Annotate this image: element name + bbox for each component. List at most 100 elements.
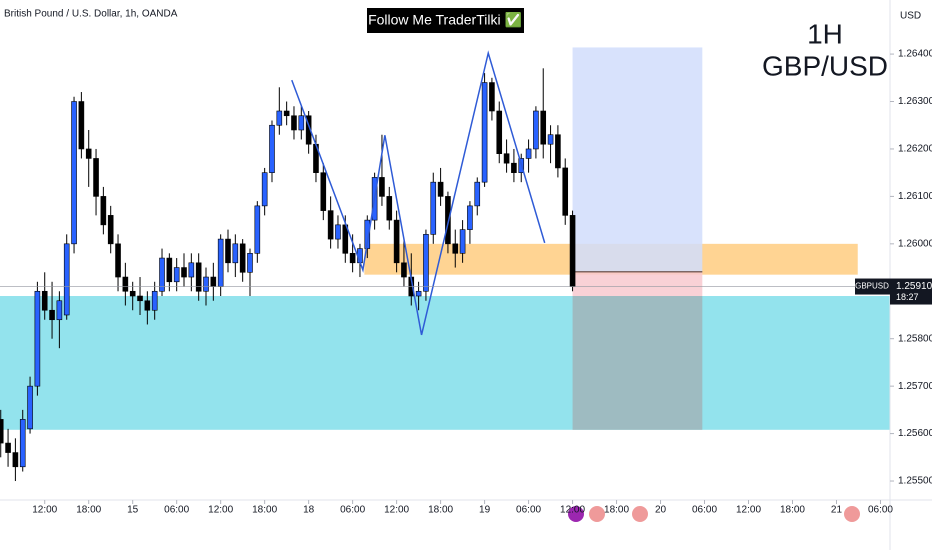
candle-body — [12, 452, 19, 468]
candle-body — [144, 300, 151, 311]
candle-body — [445, 196, 451, 245]
x-tick-label: 19 — [479, 505, 491, 516]
price-tag-label: 1.25910 — [896, 281, 932, 292]
x-tick-label: 21 — [831, 505, 843, 516]
candle-body — [437, 181, 444, 197]
candle-body — [269, 124, 275, 173]
candle-body — [401, 262, 407, 278]
pattern-line — [291, 50, 546, 336]
candle-body — [261, 172, 268, 207]
candle-body — [41, 290, 48, 311]
y-tick-label: 1.26200 — [898, 144, 932, 155]
candle-body — [203, 276, 209, 292]
price-tag — [890, 278, 932, 305]
candle-body — [254, 205, 261, 254]
candle-body — [34, 290, 41, 387]
countdown-label: 18:27 — [896, 292, 919, 302]
event-icon — [844, 506, 860, 522]
candle-body — [555, 134, 561, 169]
candle-body — [232, 243, 239, 264]
symbol-tag — [855, 278, 890, 295]
x-tick-label: 18:00 — [780, 505, 805, 516]
candle-body — [247, 253, 253, 273]
candle-body — [547, 134, 554, 145]
candle-body — [71, 101, 77, 245]
candle-body — [210, 276, 217, 287]
candle-body — [423, 234, 429, 292]
candle-body — [173, 267, 180, 283]
y-tick-label: 1.26100 — [898, 191, 932, 202]
x-tick-label: 12:00 — [560, 505, 585, 516]
x-tick-label: 12:00 — [736, 505, 761, 516]
candle-body — [107, 215, 114, 245]
event-icon — [568, 506, 584, 522]
candle-body — [122, 276, 129, 292]
candle-body — [415, 290, 422, 297]
x-tick-label: 06:00 — [164, 505, 189, 516]
candle-body — [569, 215, 576, 287]
zone — [572, 271, 703, 297]
candle-body — [63, 243, 70, 316]
candle-body — [496, 110, 503, 155]
candle-body — [349, 253, 356, 264]
event-icon — [589, 506, 605, 522]
y-tick-label: 1.26400 — [898, 49, 932, 60]
x-tick-label: 20 — [655, 505, 667, 516]
candle-body — [467, 205, 473, 230]
candle-body — [540, 110, 547, 145]
y-tick-label: 1.26000 — [898, 238, 932, 249]
candle-body — [459, 229, 466, 254]
candle-body — [430, 181, 437, 235]
candle-body — [298, 115, 305, 131]
candle-body — [533, 110, 539, 150]
candle-body — [49, 309, 55, 321]
candle-body — [320, 172, 327, 211]
candle-body — [195, 262, 202, 292]
event-icon — [632, 506, 648, 522]
candle-body — [181, 267, 187, 278]
candle-body — [93, 158, 99, 197]
candle-body — [276, 110, 283, 126]
chart-title: Follow Me TraderTilki ✅ — [368, 12, 522, 29]
x-tick-label: 18 — [303, 505, 315, 516]
timeframe-label: 1H — [807, 18, 843, 49]
candle-body — [364, 219, 371, 249]
event-icons — [568, 506, 860, 522]
candle-body — [283, 110, 290, 117]
candle-body — [379, 177, 385, 197]
candle-body — [386, 196, 393, 221]
symbol-tag-label: GBPUSD — [855, 282, 889, 291]
pair-label: GBP/USD — [762, 50, 888, 81]
x-tick-label: 18:00 — [428, 505, 453, 516]
x-tick-label: 18:00 — [76, 505, 101, 516]
y-tick-label: 1.25600 — [898, 428, 932, 439]
candle-body — [188, 262, 195, 278]
x-tick-label: 15 — [127, 505, 139, 516]
candle-body — [525, 148, 532, 159]
y-tick-label: 1.25700 — [898, 381, 932, 392]
x-tick-label: 12:00 — [32, 505, 57, 516]
candle-body — [452, 243, 459, 254]
zone — [572, 296, 703, 430]
candle-body — [327, 210, 334, 240]
candle-body — [335, 224, 341, 240]
title-box — [367, 8, 524, 33]
candle-body — [151, 290, 158, 311]
candle-body — [166, 257, 173, 283]
x-tick-label: 12:00 — [208, 505, 233, 516]
candle-body — [159, 257, 165, 292]
candle-body — [0, 419, 4, 444]
candle-body — [56, 300, 63, 321]
x-tick-label: 18:00 — [252, 505, 277, 516]
candle-body — [100, 196, 107, 226]
candle-body — [85, 148, 92, 159]
symbol-description: British Pound / U.S. Dollar, 1h, OANDA — [4, 9, 178, 20]
candle-body — [562, 167, 569, 216]
x-tick-label: 06:00 — [516, 505, 541, 516]
candle-body — [19, 419, 26, 468]
candle-body — [5, 442, 11, 453]
candles — [0, 68, 576, 482]
candle-body — [115, 243, 121, 278]
y-tick-label: 1.25800 — [898, 333, 932, 344]
